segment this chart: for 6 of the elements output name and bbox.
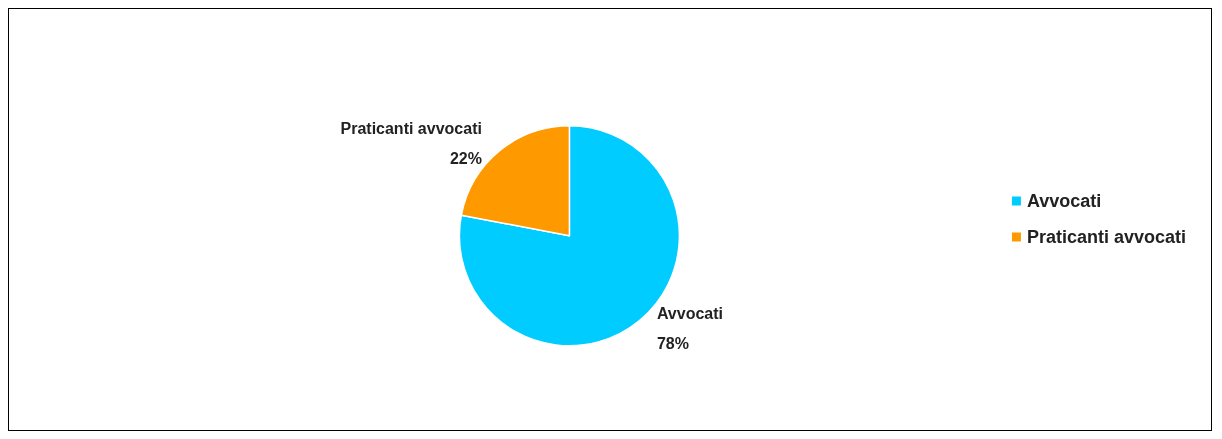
slice-label: Avvocati bbox=[656, 304, 723, 322]
data-label: 78% bbox=[656, 334, 689, 352]
data-label: 22% bbox=[449, 149, 482, 167]
slice-label: Praticanti avvocati bbox=[340, 119, 482, 137]
legend-label: Avvocati bbox=[1026, 191, 1102, 211]
legend-label: Praticanti avvocati bbox=[1026, 227, 1186, 247]
